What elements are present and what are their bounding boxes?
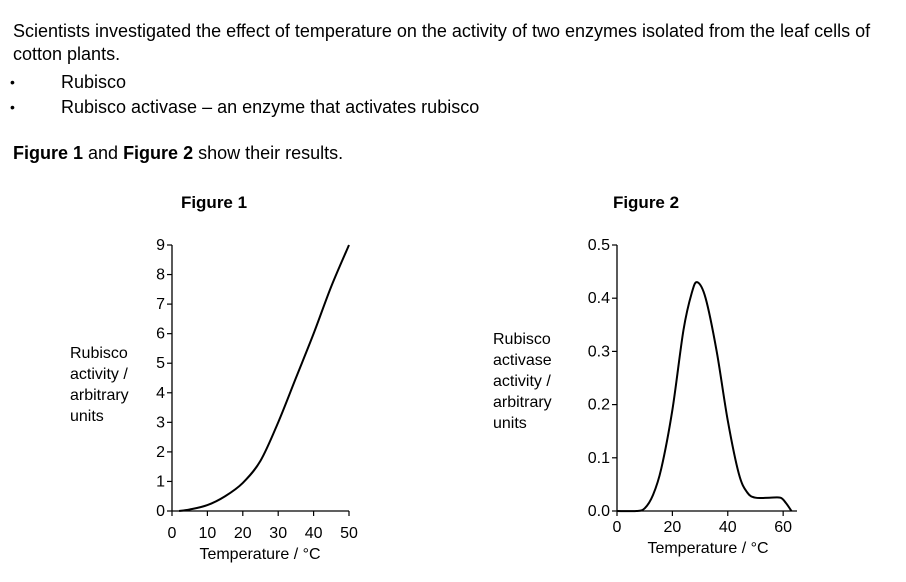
bullet-marker: • (10, 99, 15, 115)
y-tick-label: 1 (156, 473, 165, 490)
y-axis-label-line: arbitrary (493, 394, 552, 411)
y-tick-label: 8 (156, 267, 165, 284)
x-tick-label: 40 (305, 525, 323, 542)
chart-title: Figure 2 (613, 193, 679, 212)
y-tick-label: 6 (156, 326, 165, 343)
x-axis-label: Temperature / °C (199, 546, 320, 563)
y-tick-label: 9 (156, 237, 165, 254)
x-tick-label: 20 (234, 525, 252, 542)
y-tick-label: 0.1 (588, 450, 610, 467)
x-tick-label: 0 (168, 525, 177, 542)
y-axis-label-line: activity / (493, 373, 551, 390)
data-curve (178, 244, 350, 512)
y-tick-label: 0.3 (588, 343, 610, 360)
x-tick-label: 10 (199, 525, 217, 542)
y-tick-label: 3 (156, 414, 165, 431)
intro-text: Scientists investigated the effect of te… (13, 21, 871, 64)
x-tick-label: 30 (269, 525, 287, 542)
y-tick-label: 0.2 (588, 397, 610, 414)
figure-reference-text: Figure 1 and Figure 2 show their results… (13, 142, 343, 165)
y-axis-label-line: units (493, 415, 527, 432)
x-tick-label: 20 (663, 519, 681, 536)
x-tick-label: 40 (719, 519, 737, 536)
figure2-ref: Figure 2 (123, 143, 194, 163)
y-tick-label: 5 (156, 355, 165, 372)
y-axis-label-line: Rubisco (493, 331, 551, 348)
x-axis-label: Temperature / °C (647, 540, 768, 557)
data-curve (616, 281, 793, 513)
y-tick-label: 4 (156, 385, 165, 402)
figure-1-chart: Figure 1 0 1 2 3 4 5 6 7 8 9 0 10 20 30 40 50 Temperature… (70, 193, 358, 563)
figure1-ref: Figure 1 (13, 143, 84, 163)
x-tick-label: 0 (613, 519, 622, 536)
y-axis-label-line: arbitrary (70, 387, 129, 404)
bullet-text: Rubisco activase – an enzyme that activa… (61, 97, 480, 117)
y-tick-label: 0 (156, 503, 165, 520)
y-axis-label-line: Rubisco (70, 345, 128, 362)
bullet-text: Rubisco (61, 72, 127, 92)
figure-ref-rest: show their results. (193, 143, 344, 163)
bullet-marker: • (10, 74, 15, 90)
chart-title: Figure 1 (181, 193, 247, 212)
y-tick-label: 7 (156, 296, 165, 313)
x-tick-label: 50 (340, 525, 358, 542)
y-axis-label-line: activity / (70, 366, 128, 383)
y-tick-label: 0.0 (588, 503, 610, 520)
y-tick-label: 0.4 (588, 290, 610, 307)
figure-2-chart: Figure 2 0.0 0.1 0.2 0.3 0.4 0.5 0 20 40 60 Tempera… (493, 193, 797, 557)
y-axis-label-line: units (70, 408, 104, 425)
y-tick-label: 2 (156, 444, 165, 461)
y-tick-label: 0.5 (588, 237, 610, 254)
x-tick-label: 60 (774, 519, 792, 536)
figure-ref-and: and (83, 143, 124, 163)
y-axis-label-line: activase (493, 352, 552, 369)
